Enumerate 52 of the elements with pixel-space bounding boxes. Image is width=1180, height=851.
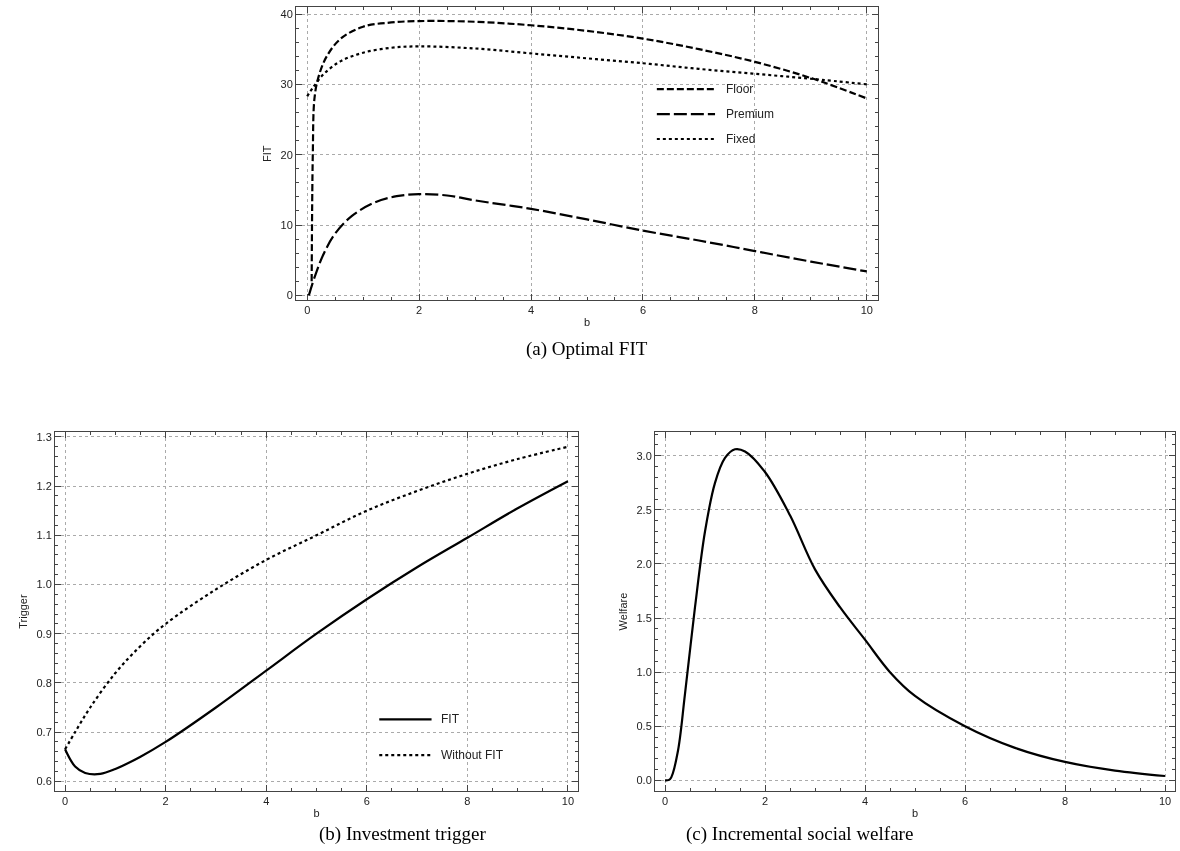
- y-tick-label: 1.1: [36, 529, 52, 542]
- x-tick-label: 2: [761, 795, 769, 808]
- x-tick-label: 8: [464, 795, 471, 808]
- x-tick-label: 0: [62, 795, 69, 808]
- text: (a) Optimal FIT: [526, 338, 648, 360]
- text: (c) Incremental social welfare: [686, 823, 914, 845]
- y-tick-label: 1.0: [636, 665, 652, 678]
- x-tick-label: 8: [751, 304, 758, 317]
- legend-label: Floor: [726, 82, 754, 96]
- y-axis-title: Welfare: [617, 592, 630, 631]
- x-tick-label: 0: [661, 795, 669, 808]
- legend-label: Premium: [726, 107, 775, 121]
- x-tick-label: 2: [416, 304, 423, 317]
- x-tick-label: 2: [162, 795, 169, 808]
- y-tick-label: 40: [280, 7, 293, 20]
- y-tick-label: 0.7: [36, 725, 52, 738]
- y-tick-label: 0.0: [636, 774, 652, 787]
- x-tick-label: 6: [639, 304, 647, 317]
- x-tick-label: 4: [861, 795, 869, 808]
- y-tick-label: 2.5: [636, 503, 652, 516]
- y-tick-label: 1.5: [636, 611, 652, 624]
- y-tick-label: 1.3: [36, 430, 52, 443]
- legend-label: Fixed: [726, 132, 756, 146]
- y-tick-label: 30: [280, 78, 293, 91]
- y-tick-label: 2.0: [636, 557, 652, 570]
- y-tick-label: 20: [280, 148, 293, 161]
- x-axis-title: b: [313, 806, 320, 819]
- y-tick-label: 1.0: [36, 578, 52, 591]
- y-tick-label: 3.0: [636, 449, 652, 462]
- y-tick-label: 0.9: [36, 627, 52, 640]
- y-tick-label: 1.2: [36, 479, 52, 492]
- x-axis-title: b: [583, 315, 591, 328]
- legend-label: Without FIT: [441, 748, 504, 762]
- x-tick-label: 10: [860, 304, 873, 317]
- y-tick-label: 10: [280, 218, 293, 231]
- y-axis-title: FIT: [261, 145, 274, 162]
- x-axis-title: b: [911, 806, 919, 819]
- y-tick-label: 0.5: [636, 720, 652, 733]
- x-tick-label: 6: [961, 795, 969, 808]
- y-tick-label: 0: [286, 289, 293, 302]
- text: (b) Investment trigger: [319, 823, 487, 845]
- x-tick-label: 4: [263, 795, 270, 808]
- legend-label: FIT: [441, 712, 460, 726]
- x-tick-label: 8: [1061, 795, 1069, 808]
- y-tick-label: 0.8: [36, 676, 52, 689]
- x-tick-label: 6: [363, 795, 370, 808]
- x-tick-label: 10: [561, 795, 575, 808]
- y-tick-label: 0.6: [36, 775, 52, 788]
- x-tick-label: 10: [1158, 795, 1172, 808]
- y-axis-title: Trigger: [17, 594, 30, 629]
- x-tick-label: 0: [304, 304, 311, 317]
- x-tick-label: 4: [527, 304, 535, 317]
